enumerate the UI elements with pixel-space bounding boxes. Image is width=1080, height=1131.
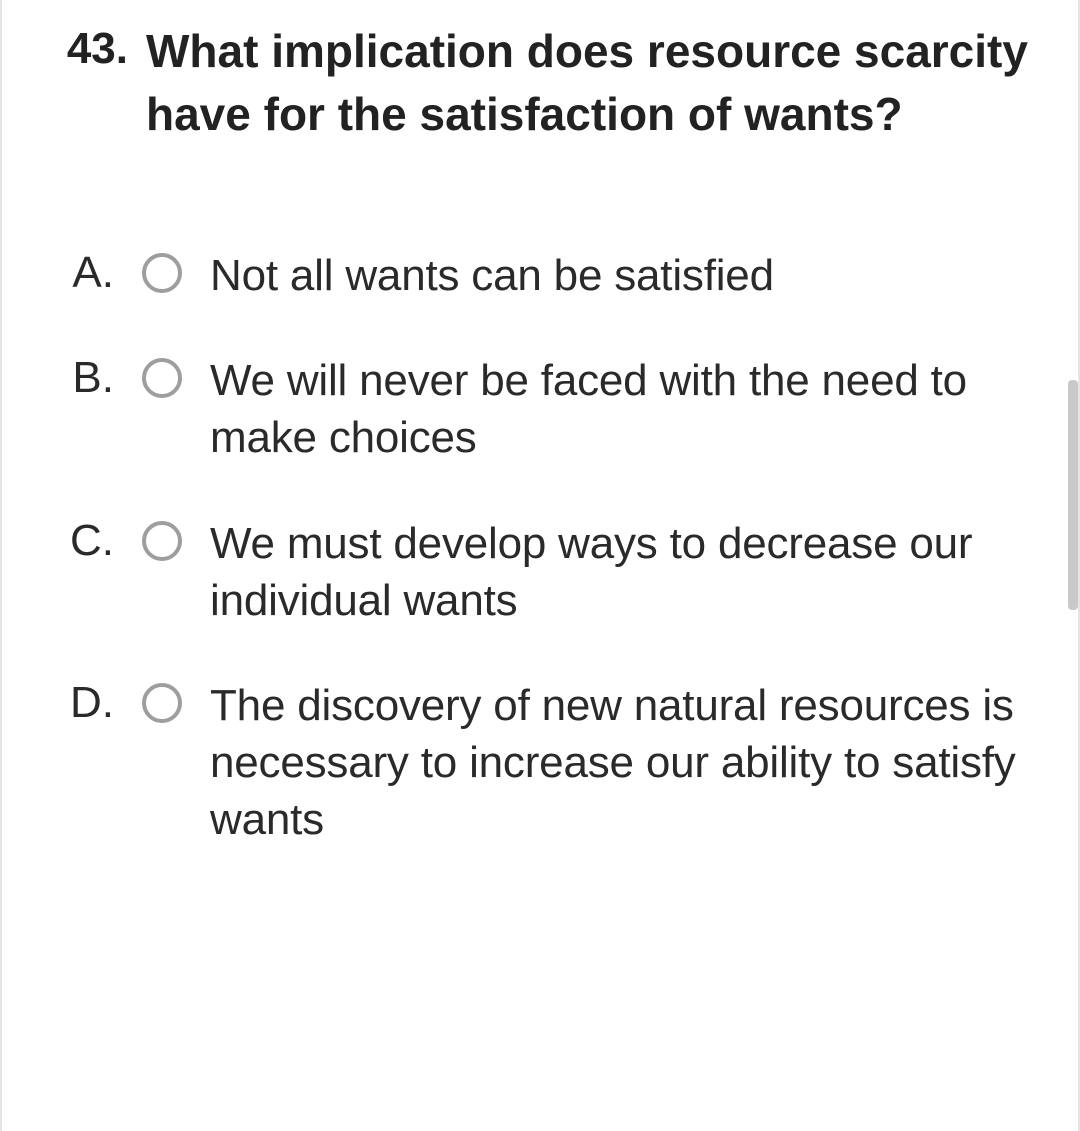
question-number: 43. bbox=[50, 20, 128, 77]
option-b: B. We will never be faced with the need … bbox=[66, 352, 1050, 466]
option-letter: A. bbox=[66, 247, 114, 300]
radio-d[interactable] bbox=[142, 683, 182, 723]
radio-a[interactable] bbox=[142, 253, 182, 293]
radio-c[interactable] bbox=[142, 521, 182, 561]
question-block: 43. What implication does resource scarc… bbox=[50, 20, 1050, 147]
option-letter: C. bbox=[66, 515, 114, 568]
scrollbar-thumb[interactable] bbox=[1068, 380, 1078, 610]
question-text: What implication does resource scarcity … bbox=[146, 20, 1050, 147]
quiz-page: 43. What implication does resource scarc… bbox=[0, 0, 1080, 1131]
option-d: D. The discovery of new natural resource… bbox=[66, 677, 1050, 849]
option-b-text: We will never be faced with the need to … bbox=[210, 352, 1050, 466]
option-a-text: Not all wants can be satisfied bbox=[210, 247, 774, 304]
option-d-text: The discovery of new natural resources i… bbox=[210, 677, 1050, 849]
option-a: A. Not all wants can be satisfied bbox=[66, 247, 1050, 304]
option-c-text: We must develop ways to decrease our ind… bbox=[210, 515, 1050, 629]
option-letter: B. bbox=[66, 352, 114, 405]
option-letter: D. bbox=[66, 677, 114, 730]
radio-b[interactable] bbox=[142, 358, 182, 398]
option-c: C. We must develop ways to decrease our … bbox=[66, 515, 1050, 629]
options-list: A. Not all wants can be satisfied B. We … bbox=[50, 247, 1050, 849]
